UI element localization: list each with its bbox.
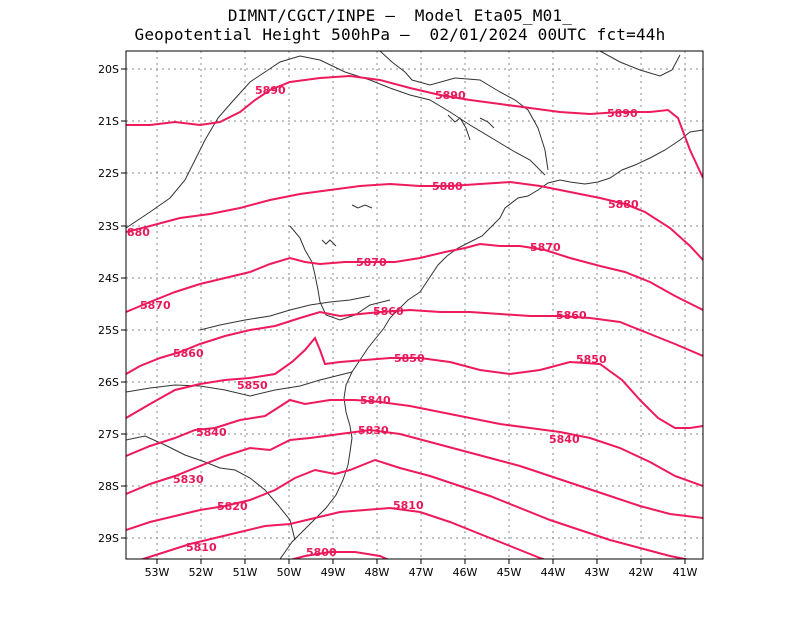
map-title-line2: Geopotential Height 500hPa – 02/01/2024 … — [134, 25, 666, 44]
contour-label: 5860 — [556, 309, 587, 322]
lat-tick-label: 21S — [98, 115, 119, 128]
lon-tick-label: 48W — [365, 566, 390, 579]
lon-tick-label: 52W — [189, 566, 214, 579]
lat-tick-label: 20S — [98, 63, 119, 76]
contour-5880 — [126, 180, 703, 261]
contour-5820 — [126, 458, 691, 559]
lon-tick-label: 49W — [321, 566, 346, 579]
lon-tick-label: 46W — [453, 566, 478, 579]
lon-tick-label: 41W — [673, 566, 698, 579]
contour-label: 5850 — [394, 352, 425, 365]
tick-marks — [121, 68, 686, 564]
map-title-line1: DIMNT/CGCT/INPE – Model Eta05_M01_ — [227, 6, 573, 25]
contour-label: 5840 — [360, 394, 391, 407]
contour-label: 5890 — [255, 84, 286, 97]
contour-5800 — [289, 551, 390, 559]
contour-5850 — [126, 336, 703, 429]
lat-tick-label: 25S — [98, 324, 119, 337]
contour-label: 5890 — [607, 107, 638, 120]
contour-5860 — [126, 308, 703, 375]
contour-label: 5810 — [393, 499, 424, 512]
contour-label: 5870 — [140, 299, 171, 312]
state-border-east — [599, 51, 681, 77]
contour-label: 5860 — [173, 347, 204, 360]
contour-label: 5830 — [358, 424, 389, 437]
lon-tick-label: 45W — [497, 566, 522, 579]
lon-tick-label: 50W — [277, 566, 302, 579]
contour-5890 — [126, 74, 703, 179]
contour-label: 5870 — [530, 241, 561, 254]
contour-label: 5800 — [306, 546, 337, 559]
contour-label: 5850 — [576, 353, 607, 366]
contour-label: 5890 — [435, 89, 466, 102]
contour-label: 5860 — [373, 305, 404, 318]
lat-tick-label: 27S — [98, 428, 119, 441]
lon-tick-label: 42W — [629, 566, 654, 579]
lake-features — [321, 114, 495, 247]
grid-lines — [126, 51, 703, 559]
plot-frame — [125, 50, 704, 560]
contour-label: 5820 — [217, 500, 248, 513]
contour-5810 — [139, 506, 546, 559]
state-border-rs — [126, 435, 296, 541]
lat-tick-label: 29S — [98, 532, 119, 545]
state-border-north — [379, 51, 549, 171]
lon-tick-label: 44W — [541, 566, 566, 579]
lat-tick-label: 23S — [98, 220, 119, 233]
lon-tick-label: 53W — [145, 566, 170, 579]
lat-tick-label: 24S — [98, 272, 119, 285]
lon-tick-label: 43W — [585, 566, 610, 579]
lat-tick-label: 28S — [98, 480, 119, 493]
contour-label: 5840 — [549, 433, 580, 446]
state-border-mg-sp — [126, 55, 546, 229]
state-border-sc — [126, 371, 353, 397]
lat-tick-label: 26S — [98, 376, 119, 389]
lat-tick-label: 22S — [98, 167, 119, 180]
contour-label: 880 — [127, 226, 150, 239]
contour-label: 5830 — [173, 473, 204, 486]
contour-label: 5880 — [432, 180, 463, 193]
contour-5830 — [126, 428, 703, 519]
state-border-pr-sc — [199, 295, 371, 331]
lon-tick-label: 47W — [409, 566, 434, 579]
coastline — [279, 129, 703, 559]
contour-label: 5880 — [608, 198, 639, 211]
contour-label: 5850 — [237, 379, 268, 392]
contour-label: 5870 — [356, 256, 387, 269]
contour-label: 5840 — [196, 426, 227, 439]
contour-5840 — [126, 398, 703, 487]
contour-5870 — [126, 242, 703, 313]
contour-label: 5810 — [186, 541, 217, 554]
lon-tick-label: 51W — [233, 566, 258, 579]
